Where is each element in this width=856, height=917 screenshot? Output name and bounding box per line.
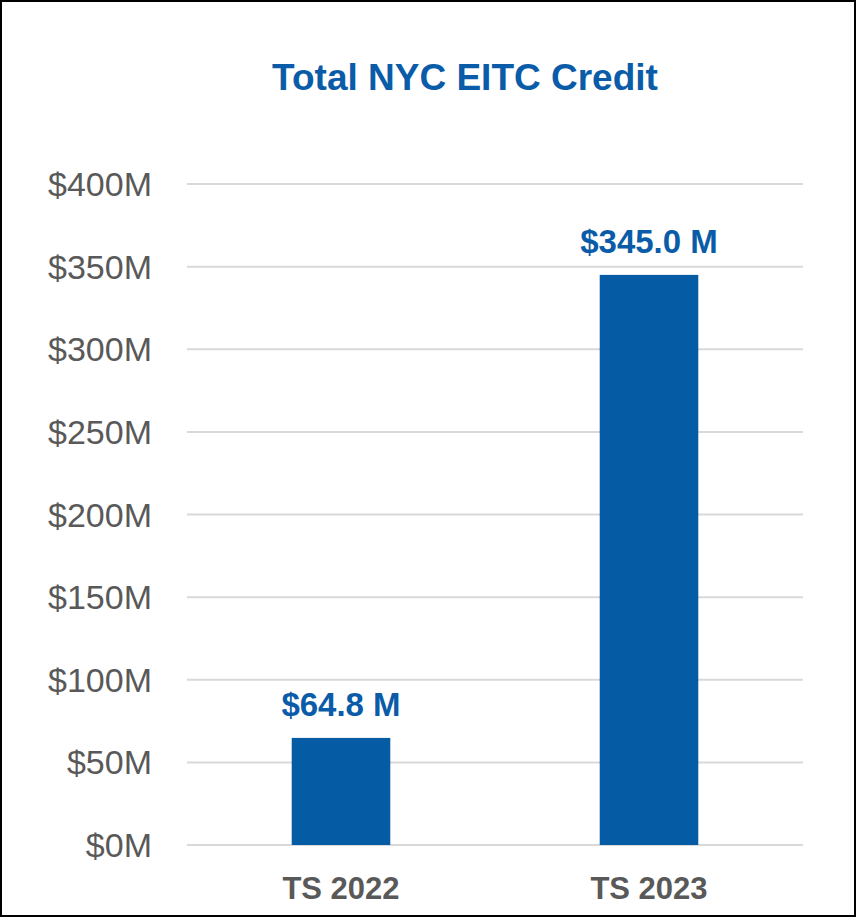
grid-line — [187, 431, 803, 433]
grid-line — [187, 679, 803, 681]
y-tick-label: $150M — [48, 578, 152, 616]
y-tick-label: $400M — [48, 165, 152, 203]
data-label: $345.0 M — [580, 223, 718, 260]
grid-line — [187, 348, 803, 350]
y-tick-label: $350M — [48, 248, 152, 286]
x-tick-label: TS 2022 — [282, 871, 399, 906]
bars — [292, 275, 699, 845]
grid-line — [187, 761, 803, 763]
grid-line — [187, 844, 803, 846]
y-tick-label: $200M — [48, 496, 152, 534]
grid-line — [187, 596, 803, 598]
chart: Total NYC EITC Credit $0M $50M $100M $150M $2… — [0, 0, 856, 917]
grid-line — [187, 183, 803, 185]
y-tick-label: $0M — [86, 826, 152, 864]
data-label: $64.8 M — [281, 686, 400, 723]
y-tick-label: $300M — [48, 330, 152, 368]
y-tick-label: $250M — [48, 413, 152, 451]
grid-line — [187, 514, 803, 516]
y-tick-label: $50M — [67, 743, 152, 781]
y-tick-label: $100M — [48, 661, 152, 699]
grid-line — [187, 266, 803, 268]
bar — [600, 275, 699, 845]
frame — [1, 1, 855, 916]
x-tick-label: TS 2023 — [590, 871, 707, 906]
title: Total NYC EITC Credit — [272, 57, 658, 98]
bar — [292, 738, 391, 845]
